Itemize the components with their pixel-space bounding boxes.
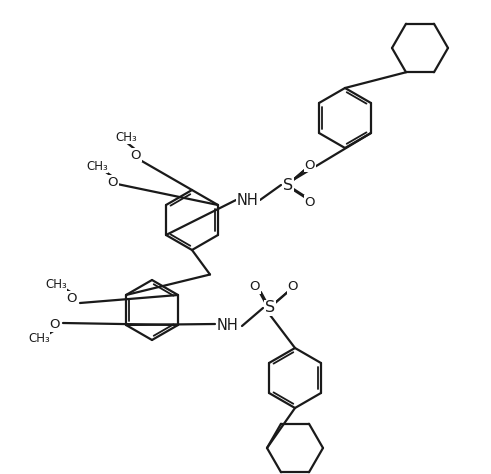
Text: CH₃: CH₃	[28, 332, 50, 346]
Text: O: O	[108, 175, 118, 189]
Text: O: O	[250, 281, 260, 293]
Text: CH₃: CH₃	[115, 130, 137, 144]
Text: O: O	[50, 319, 60, 331]
Text: O: O	[305, 195, 315, 209]
Text: O: O	[305, 158, 315, 172]
Text: O: O	[131, 148, 141, 162]
Text: S: S	[265, 301, 275, 316]
Text: O: O	[288, 281, 298, 293]
Text: CH₃: CH₃	[86, 159, 108, 173]
Text: NH: NH	[237, 192, 259, 208]
Text: O: O	[67, 292, 77, 304]
Text: CH₃: CH₃	[45, 277, 67, 291]
Text: NH: NH	[217, 319, 239, 334]
Text: S: S	[283, 177, 293, 192]
